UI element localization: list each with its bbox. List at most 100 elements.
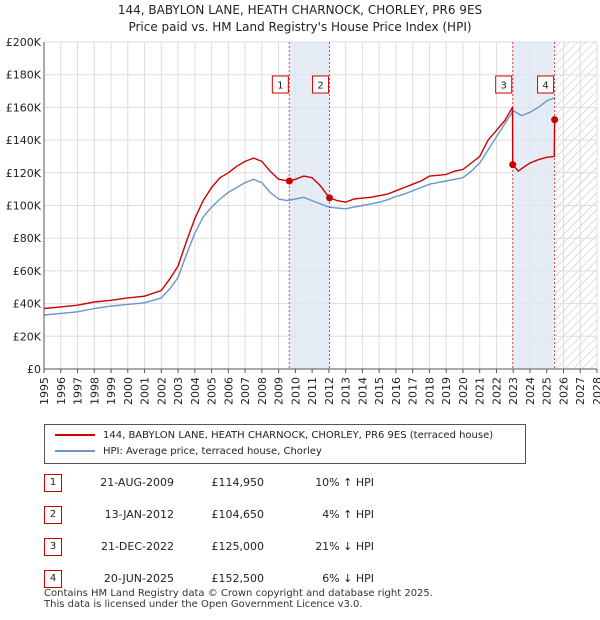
sale-number-badge: 3 (44, 538, 62, 556)
chart-title-line1: 144, BABYLON LANE, HEATH CHARNOCK, CHORL… (117, 3, 483, 17)
sale-price: £152,500 (211, 572, 265, 585)
x-tick-label: 2014 (356, 377, 369, 405)
series-line-property (43, 106, 558, 310)
y-tick-label: £160K (6, 101, 42, 114)
x-tick-label: 2024 (524, 377, 537, 405)
chart-title: 144, BABYLON LANE, HEATH CHARNOCK, CHORL… (0, 2, 600, 36)
legend-item-hpi: HPI: Average price, terraced house, Chor… (55, 444, 322, 460)
y-tick-label: £20K (13, 330, 42, 343)
sale-row: 3 21-DEC-2022 £125,000 21% ↓ HPI (44, 538, 444, 556)
x-tick-label: 2000 (122, 377, 135, 405)
x-tick-label: 2006 (222, 377, 235, 405)
sale-number-badge: 4 (44, 570, 62, 588)
y-tick-label: £40K (13, 298, 42, 311)
x-tick-label: 2025 (541, 377, 554, 405)
footer-line1: Contains HM Land Registry data © Crown c… (44, 588, 433, 599)
x-tick-label: 2021 (474, 377, 487, 405)
sale-marker-box (271, 75, 289, 94)
sale-hpi-diff: 10% ↑ HPI (315, 476, 374, 489)
x-tick-label: 2016 (390, 377, 403, 405)
x-tick-label: 2026 (557, 377, 570, 405)
x-tick-label: 2008 (256, 377, 269, 405)
sale-marker-label: 4 (542, 81, 548, 92)
x-tick-label: 2027 (574, 377, 587, 405)
sale-marker-lines (288, 42, 556, 369)
x-axis: 1995 1996 1997 1998 1999 2000 2001 2002 2003 2004… (38, 368, 600, 405)
sale-number-badge: 1 (44, 474, 62, 492)
sale-date: 13-JAN-2012 (104, 508, 174, 521)
x-tick-label: 2011 (306, 377, 319, 405)
x-tick-label: 2009 (273, 377, 286, 405)
x-tick-label: 2020 (457, 377, 470, 405)
x-tick-label: 2007 (239, 377, 252, 405)
x-tick-label: 2019 (440, 377, 453, 405)
x-tick-label: 2015 (373, 377, 386, 405)
legend-swatch-hpi (55, 450, 95, 452)
y-tick-label: £140K (6, 134, 42, 147)
x-tick-label: 1999 (105, 377, 118, 405)
legend-label-hpi: HPI: Average price, terraced house, Chor… (103, 446, 322, 457)
sale-hpi-diff: 6% ↓ HPI (322, 572, 374, 585)
chart-legend: 144, BABYLON LANE, HEATH CHARNOCK, CHORL… (44, 424, 526, 464)
sale-price: £114,950 (211, 476, 265, 489)
sale-marker-labels: 1 2 3 4 (271, 75, 555, 94)
x-tick-label: 2003 (172, 377, 185, 405)
shaded-period (512, 42, 555, 369)
sale-number-badge: 2 (44, 506, 62, 524)
sale-marker-box (312, 75, 330, 94)
sale-marker-dot (285, 177, 293, 185)
y-axis: £0 £20K £40K £60K £80K £100K £120K £140K £160K £1… (6, 36, 45, 376)
x-tick-label: 2017 (407, 377, 420, 405)
footer-attribution: Contains HM Land Registry data © Crown c… (44, 588, 433, 610)
sale-marker-label: 3 (501, 81, 507, 92)
chart-title-line2: Price paid vs. HM Land Registry's House … (128, 20, 472, 34)
legend-swatch-property (55, 434, 95, 436)
price-chart: 1 2 3 4 £0 £20K £40K £60K £80K £100K £120K £140K £1… (6, 36, 600, 405)
series-line-hpi (43, 96, 556, 316)
sale-row: 1 21-AUG-2009 £114,950 10% ↑ HPI (44, 474, 444, 492)
sale-date: 21-DEC-2022 (100, 540, 174, 553)
y-tick-label: £180K (6, 69, 42, 82)
sale-row: 2 13-JAN-2012 £104,650 4% ↑ HPI (44, 506, 444, 524)
sale-row: 4 20-JUN-2025 £152,500 6% ↓ HPI (44, 570, 444, 588)
sale-marker-dot (326, 194, 334, 202)
sale-hpi-diff: 4% ↑ HPI (322, 508, 374, 521)
sale-date: 20-JUN-2025 (103, 572, 174, 585)
sale-marker-box (495, 75, 513, 94)
x-tick-label: 2028 (591, 377, 600, 405)
x-tick-label: 1996 (55, 377, 68, 405)
x-tick-label: 1998 (88, 377, 101, 405)
x-tick-label: 2002 (155, 377, 168, 405)
sale-price: £125,000 (211, 540, 265, 553)
sale-hpi-diff: 21% ↓ HPI (315, 540, 374, 553)
sale-price: £104,650 (211, 508, 265, 521)
x-tick-label: 2001 (139, 377, 152, 405)
x-tick-label: 2023 (507, 377, 520, 405)
x-tick-label: 1995 (38, 377, 51, 405)
legend-item-property: 144, BABYLON LANE, HEATH CHARNOCK, CHORL… (55, 428, 493, 444)
x-tick-label: 2022 (490, 377, 503, 405)
footer-line2: This data is licensed under the Open Gov… (44, 599, 363, 610)
sale-marker-label: 2 (317, 81, 323, 92)
sale-marker-dots (285, 116, 559, 202)
sale-marker-box (537, 75, 555, 94)
sale-date: 21-AUG-2009 (100, 476, 174, 489)
x-tick-label: 2012 (323, 377, 336, 405)
x-tick-label: 2004 (189, 377, 202, 405)
shaded-periods (289, 42, 555, 369)
sale-marker-label: 1 (277, 81, 283, 92)
sale-marker-dot (509, 161, 517, 169)
y-tick-label: £80K (13, 232, 42, 245)
sale-marker-dot (551, 116, 559, 124)
y-tick-label: £120K (6, 167, 42, 180)
series-lines (43, 96, 558, 316)
y-tick-label: £60K (13, 265, 42, 278)
x-tick-label: 1997 (72, 377, 85, 405)
y-tick-label: £0 (27, 363, 41, 376)
x-tick-label: 2018 (423, 377, 436, 405)
x-tick-label: 2013 (340, 377, 353, 405)
y-tick-label: £100K (6, 200, 42, 213)
x-tick-label: 2010 (289, 377, 302, 405)
legend-label-property: 144, BABYLON LANE, HEATH CHARNOCK, CHORL… (103, 430, 494, 441)
y-tick-label: £200K (6, 36, 42, 49)
